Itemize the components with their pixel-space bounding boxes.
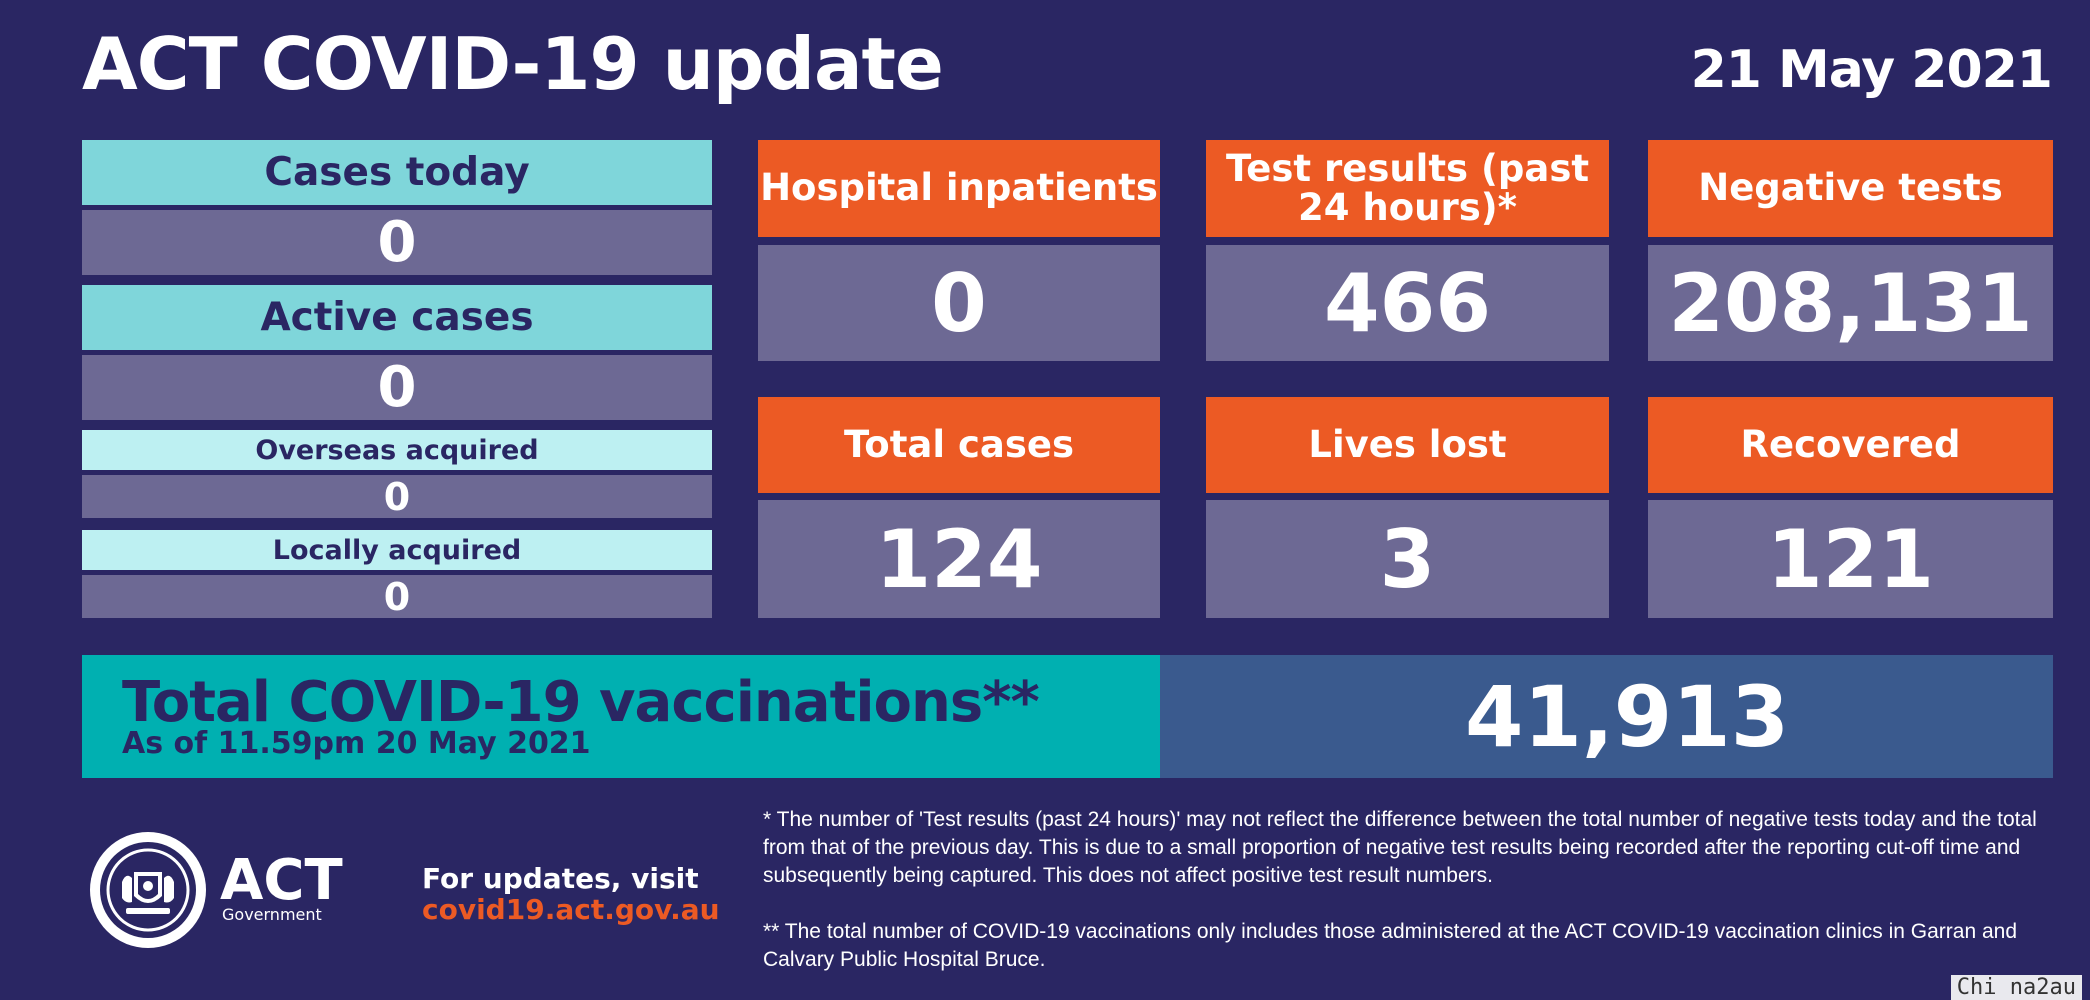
active-cases-label: Active cases [82,285,712,350]
test-results-value: 466 [1206,245,1609,361]
act-wordmark: ACT [220,848,343,913]
report-date: 21 May 2021 [1690,40,2053,100]
overseas-acquired-label: Overseas acquired [82,430,712,470]
government-wordmark: Government [222,905,322,924]
negative-tests-label: Negative tests [1648,140,2053,237]
vaccinations-panel [82,655,1160,778]
coat-of-arms-icon [100,842,196,938]
recovered-value: 121 [1648,500,2053,618]
cases-today-value: 0 [82,210,712,275]
total-cases-label: Total cases [758,397,1160,493]
footnote-vaccinations: ** The total number of COVID-19 vaccinat… [763,920,2018,971]
overseas-acquired-value: 0 [82,475,712,519]
recovered-label: Recovered [1648,397,2053,493]
negative-tests-value: 208,131 [1648,245,2053,361]
page-title: ACT COVID-19 update [82,22,944,106]
cases-today-label: Cases today [82,140,712,205]
updates-text: For updates, visit [422,862,699,895]
updates-link[interactable]: covid19.act.gov.au [422,893,720,926]
vaccinations-title: Total COVID-19 vaccinations** [122,670,1040,735]
vaccinations-subtitle: As of 11.59pm 20 May 2021 [122,726,591,761]
footnote-test-results: * The number of 'Test results (past 24 h… [763,808,2037,887]
total-cases-value: 124 [758,500,1160,618]
locally-acquired-label: Locally acquired [82,530,712,570]
lives-lost-label: Lives lost [1206,397,1609,493]
lives-lost-value: 3 [1206,500,1609,618]
active-cases-value: 0 [82,355,712,420]
watermark: Chi na2au [1950,975,2082,1000]
hospital-inpatients-value: 0 [758,245,1160,361]
locally-acquired-value: 0 [82,575,712,619]
test-results-label: Test results (past 24 hours)* [1206,140,1609,237]
hospital-inpatients-label: Hospital inpatients [758,140,1160,237]
vaccinations-value: 41,913 [1160,655,2053,778]
